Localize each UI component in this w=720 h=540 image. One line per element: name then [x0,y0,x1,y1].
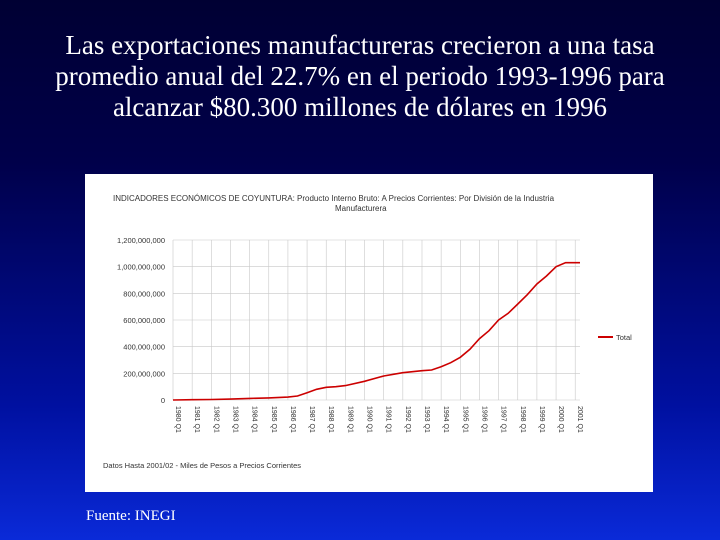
x-tick-label: 1997 Q1 [500,406,507,433]
x-tick-label: 1989 Q1 [346,406,353,433]
x-tick-label: 1991 Q1 [385,406,392,433]
grid-lines [172,239,580,401]
x-tick-label: 1994 Q1 [442,406,449,433]
slide-title: Las exportaciones manufactureras crecier… [55,30,665,122]
x-tick-label: 1992 Q1 [404,406,411,433]
y-tick-label: 1,200,000,000 [117,236,165,245]
series-layer [172,261,580,401]
x-tick-label: 1998 Q1 [519,406,526,433]
y-axis-ticks: 1,200,000,000 1,000,000,000 800,000,000 600… [117,236,165,405]
x-tick-label: 2001 Q1 [576,406,583,433]
x-tick-label: 1983 Q1 [231,406,238,433]
legend-label-total: Total [616,333,632,342]
y-tick-label: 200,000,000 [123,369,165,378]
x-tick-label: 1996 Q1 [480,406,487,433]
line-chart: INDICADORES ECONÓMICOS DE COYUNTURA: Pro… [103,194,632,470]
x-tick-label: 1999 Q1 [538,406,545,433]
chart-title-line2: Manufacturera [335,204,387,213]
y-tick-label: 800,000,000 [123,289,165,298]
x-tick-label: 1995 Q1 [461,406,468,433]
x-axis-ticks: 1980 Q1 1981 Q1 1982 Q1 1983 Q1 1984 Q1 1985 … [174,406,583,433]
chart-panel: INDICADORES ECONÓMICOS DE COYUNTURA: Pro… [85,174,653,492]
x-tick-label: 1993 Q1 [423,406,430,433]
x-tick-label: 1982 Q1 [212,406,219,433]
y-tick-label: 600,000,000 [123,316,165,325]
x-tick-label: 2000 Q1 [557,406,564,433]
legend: Total [598,333,632,342]
x-tick-label: 1988 Q1 [327,406,334,433]
y-tick-label: 400,000,000 [123,343,165,352]
chart-footnote: Datos Hasta 2001/02 - Miles de Pesos a P… [103,461,301,470]
x-tick-label: 1980 Q1 [174,406,181,433]
x-tick-label: 1984 Q1 [251,406,258,433]
x-tick-label: 1986 Q1 [289,406,296,433]
y-tick-label: 1,000,000,000 [117,263,165,272]
x-tick-label: 1985 Q1 [270,406,277,433]
x-tick-label: 1987 Q1 [308,406,315,433]
series-line-total [172,261,580,401]
x-tick-label: 1981 Q1 [193,406,200,433]
y-tick-label: 0 [161,396,165,405]
source-note: Fuente: INEGI [86,508,176,524]
x-tick-label: 1990 Q1 [366,406,373,433]
chart-title-line1: INDICADORES ECONÓMICOS DE COYUNTURA: Pro… [113,194,555,203]
